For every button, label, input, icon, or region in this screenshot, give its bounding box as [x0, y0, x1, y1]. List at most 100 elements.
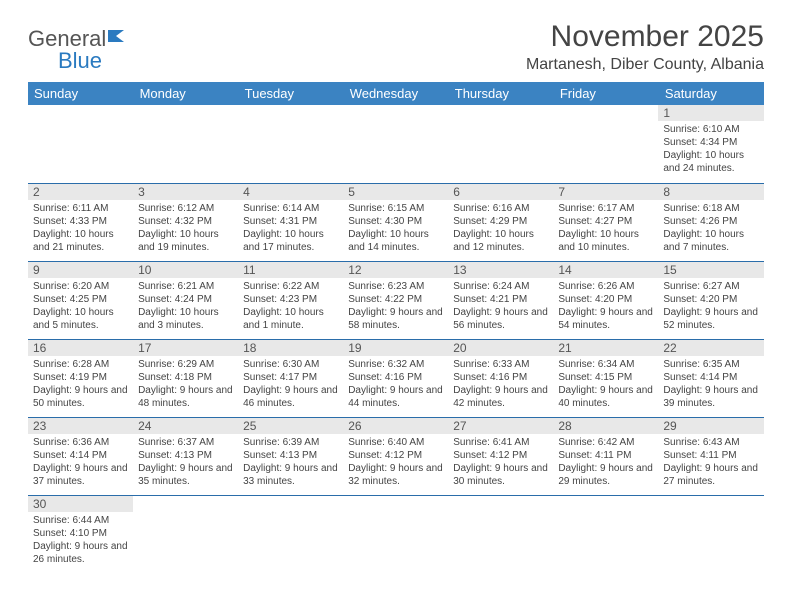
day-number: 20 — [448, 340, 553, 356]
sunset-text: Sunset: 4:34 PM — [663, 136, 758, 149]
weekday-header-row: Sunday Monday Tuesday Wednesday Thursday… — [28, 82, 764, 105]
sunset-text: Sunset: 4:16 PM — [348, 371, 443, 384]
month-title: November 2025 — [526, 20, 764, 54]
calendar-cell: 15Sunrise: 6:27 AMSunset: 4:20 PMDayligh… — [658, 261, 763, 339]
daylight-text: Daylight: 10 hours and 21 minutes. — [33, 228, 128, 254]
sunrise-text: Sunrise: 6:18 AM — [663, 202, 758, 215]
sunrise-text: Sunrise: 6:41 AM — [453, 436, 548, 449]
day-number: 11 — [238, 262, 343, 278]
day-details: Sunrise: 6:15 AMSunset: 4:30 PMDaylight:… — [343, 200, 448, 258]
calendar-cell — [658, 495, 763, 573]
sunset-text: Sunset: 4:11 PM — [663, 449, 758, 462]
header: General November 2025 Martanesh, Diber C… — [28, 20, 764, 74]
sunset-text: Sunset: 4:14 PM — [663, 371, 758, 384]
sunrise-text: Sunrise: 6:22 AM — [243, 280, 338, 293]
daylight-text: Daylight: 9 hours and 40 minutes. — [558, 384, 653, 410]
weekday-header: Monday — [133, 82, 238, 105]
daylight-text: Daylight: 9 hours and 30 minutes. — [453, 462, 548, 488]
sunset-text: Sunset: 4:12 PM — [348, 449, 443, 462]
day-details: Sunrise: 6:34 AMSunset: 4:15 PMDaylight:… — [553, 356, 658, 414]
calendar-cell: 30Sunrise: 6:44 AMSunset: 4:10 PMDayligh… — [28, 495, 133, 573]
day-details: Sunrise: 6:24 AMSunset: 4:21 PMDaylight:… — [448, 278, 553, 336]
day-details: Sunrise: 6:11 AMSunset: 4:33 PMDaylight:… — [28, 200, 133, 258]
daylight-text: Daylight: 10 hours and 7 minutes. — [663, 228, 758, 254]
day-details: Sunrise: 6:39 AMSunset: 4:13 PMDaylight:… — [238, 434, 343, 492]
calendar-cell — [238, 105, 343, 183]
sunrise-text: Sunrise: 6:23 AM — [348, 280, 443, 293]
day-details: Sunrise: 6:27 AMSunset: 4:20 PMDaylight:… — [658, 278, 763, 336]
daylight-text: Daylight: 9 hours and 50 minutes. — [33, 384, 128, 410]
sunrise-text: Sunrise: 6:35 AM — [663, 358, 758, 371]
weekday-header: Saturday — [658, 82, 763, 105]
calendar-cell — [448, 495, 553, 573]
daylight-text: Daylight: 10 hours and 12 minutes. — [453, 228, 548, 254]
sunset-text: Sunset: 4:31 PM — [243, 215, 338, 228]
calendar-cell: 21Sunrise: 6:34 AMSunset: 4:15 PMDayligh… — [553, 339, 658, 417]
day-number: 2 — [28, 184, 133, 200]
sunrise-text: Sunrise: 6:11 AM — [33, 202, 128, 215]
daylight-text: Daylight: 10 hours and 24 minutes. — [663, 149, 758, 175]
sunrise-text: Sunrise: 6:36 AM — [33, 436, 128, 449]
day-details: Sunrise: 6:41 AMSunset: 4:12 PMDaylight:… — [448, 434, 553, 492]
daylight-text: Daylight: 9 hours and 39 minutes. — [663, 384, 758, 410]
calendar-cell — [238, 495, 343, 573]
day-number: 13 — [448, 262, 553, 278]
day-number: 10 — [133, 262, 238, 278]
daylight-text: Daylight: 9 hours and 33 minutes. — [243, 462, 338, 488]
day-details: Sunrise: 6:33 AMSunset: 4:16 PMDaylight:… — [448, 356, 553, 414]
flag-icon — [108, 24, 128, 50]
day-number: 4 — [238, 184, 343, 200]
calendar-cell: 3Sunrise: 6:12 AMSunset: 4:32 PMDaylight… — [133, 183, 238, 261]
day-number: 21 — [553, 340, 658, 356]
day-details: Sunrise: 6:44 AMSunset: 4:10 PMDaylight:… — [28, 512, 133, 570]
calendar-row: 16Sunrise: 6:28 AMSunset: 4:19 PMDayligh… — [28, 339, 764, 417]
day-number: 14 — [553, 262, 658, 278]
daylight-text: Daylight: 9 hours and 48 minutes. — [138, 384, 233, 410]
calendar-cell — [133, 105, 238, 183]
day-details: Sunrise: 6:16 AMSunset: 4:29 PMDaylight:… — [448, 200, 553, 258]
sunrise-text: Sunrise: 6:12 AM — [138, 202, 233, 215]
calendar-cell: 9Sunrise: 6:20 AMSunset: 4:25 PMDaylight… — [28, 261, 133, 339]
sunrise-text: Sunrise: 6:39 AM — [243, 436, 338, 449]
day-number: 18 — [238, 340, 343, 356]
daylight-text: Daylight: 10 hours and 5 minutes. — [33, 306, 128, 332]
day-details: Sunrise: 6:35 AMSunset: 4:14 PMDaylight:… — [658, 356, 763, 414]
sunset-text: Sunset: 4:12 PM — [453, 449, 548, 462]
logo-text-2: Blue — [58, 48, 102, 74]
calendar-cell: 28Sunrise: 6:42 AMSunset: 4:11 PMDayligh… — [553, 417, 658, 495]
day-number: 12 — [343, 262, 448, 278]
day-number: 17 — [133, 340, 238, 356]
sunset-text: Sunset: 4:10 PM — [33, 527, 128, 540]
day-number: 24 — [133, 418, 238, 434]
calendar-cell: 1Sunrise: 6:10 AMSunset: 4:34 PMDaylight… — [658, 105, 763, 183]
sunrise-text: Sunrise: 6:43 AM — [663, 436, 758, 449]
day-details: Sunrise: 6:43 AMSunset: 4:11 PMDaylight:… — [658, 434, 763, 492]
calendar-cell: 17Sunrise: 6:29 AMSunset: 4:18 PMDayligh… — [133, 339, 238, 417]
calendar-row: 1Sunrise: 6:10 AMSunset: 4:34 PMDaylight… — [28, 105, 764, 183]
calendar-cell — [28, 105, 133, 183]
calendar-cell: 12Sunrise: 6:23 AMSunset: 4:22 PMDayligh… — [343, 261, 448, 339]
sunset-text: Sunset: 4:13 PM — [243, 449, 338, 462]
calendar-row: 30Sunrise: 6:44 AMSunset: 4:10 PMDayligh… — [28, 495, 764, 573]
day-number: 27 — [448, 418, 553, 434]
sunrise-text: Sunrise: 6:26 AM — [558, 280, 653, 293]
sunset-text: Sunset: 4:29 PM — [453, 215, 548, 228]
sunrise-text: Sunrise: 6:21 AM — [138, 280, 233, 293]
sunset-text: Sunset: 4:26 PM — [663, 215, 758, 228]
daylight-text: Daylight: 10 hours and 10 minutes. — [558, 228, 653, 254]
sunset-text: Sunset: 4:23 PM — [243, 293, 338, 306]
sunset-text: Sunset: 4:16 PM — [453, 371, 548, 384]
daylight-text: Daylight: 9 hours and 27 minutes. — [663, 462, 758, 488]
sunset-text: Sunset: 4:21 PM — [453, 293, 548, 306]
day-details: Sunrise: 6:42 AMSunset: 4:11 PMDaylight:… — [553, 434, 658, 492]
day-number: 29 — [658, 418, 763, 434]
day-number: 22 — [658, 340, 763, 356]
calendar-row: 9Sunrise: 6:20 AMSunset: 4:25 PMDaylight… — [28, 261, 764, 339]
weekday-header: Thursday — [448, 82, 553, 105]
day-details: Sunrise: 6:29 AMSunset: 4:18 PMDaylight:… — [133, 356, 238, 414]
calendar-cell: 11Sunrise: 6:22 AMSunset: 4:23 PMDayligh… — [238, 261, 343, 339]
sunset-text: Sunset: 4:17 PM — [243, 371, 338, 384]
sunrise-text: Sunrise: 6:30 AM — [243, 358, 338, 371]
day-details: Sunrise: 6:21 AMSunset: 4:24 PMDaylight:… — [133, 278, 238, 336]
calendar-cell: 29Sunrise: 6:43 AMSunset: 4:11 PMDayligh… — [658, 417, 763, 495]
